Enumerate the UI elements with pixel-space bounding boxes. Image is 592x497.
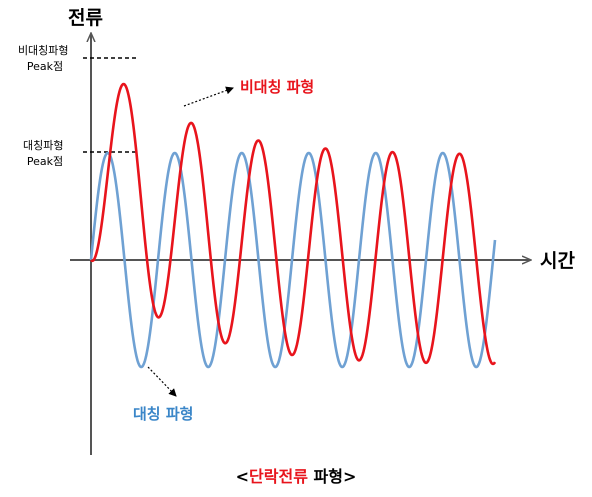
symmetric-waveform	[89, 151, 497, 369]
asym-peak-label: 비대칭파형 Peak점	[18, 44, 72, 73]
asymmetric-waveform	[90, 82, 497, 366]
sym-peak-label-line2: Peak점	[27, 155, 63, 168]
caption-open-bracket: <	[236, 467, 249, 486]
x-axis-title: 시간	[540, 250, 575, 272]
asym-peak-label-line1: 비대칭파형	[18, 44, 69, 57]
symmetric-series-label: 대칭 파형	[133, 405, 193, 423]
asymmetric-series-label: 비대칭 파형	[240, 78, 314, 96]
caption-rest: 파형>	[308, 467, 356, 486]
sym-peak-label: 대칭파형 Peak점	[23, 139, 67, 168]
asym-peak-label-line2: Peak점	[27, 60, 63, 73]
figure-caption: <단락전류 파형>	[236, 467, 357, 486]
y-axis-title: 전류	[68, 7, 103, 29]
sym-label-pointer-arrow	[147, 366, 177, 397]
caption-highlight: 단락전류	[249, 467, 308, 486]
sym-peak-label-line1: 대칭파형	[23, 139, 63, 152]
asym-label-pointer-arrow	[183, 86, 234, 107]
